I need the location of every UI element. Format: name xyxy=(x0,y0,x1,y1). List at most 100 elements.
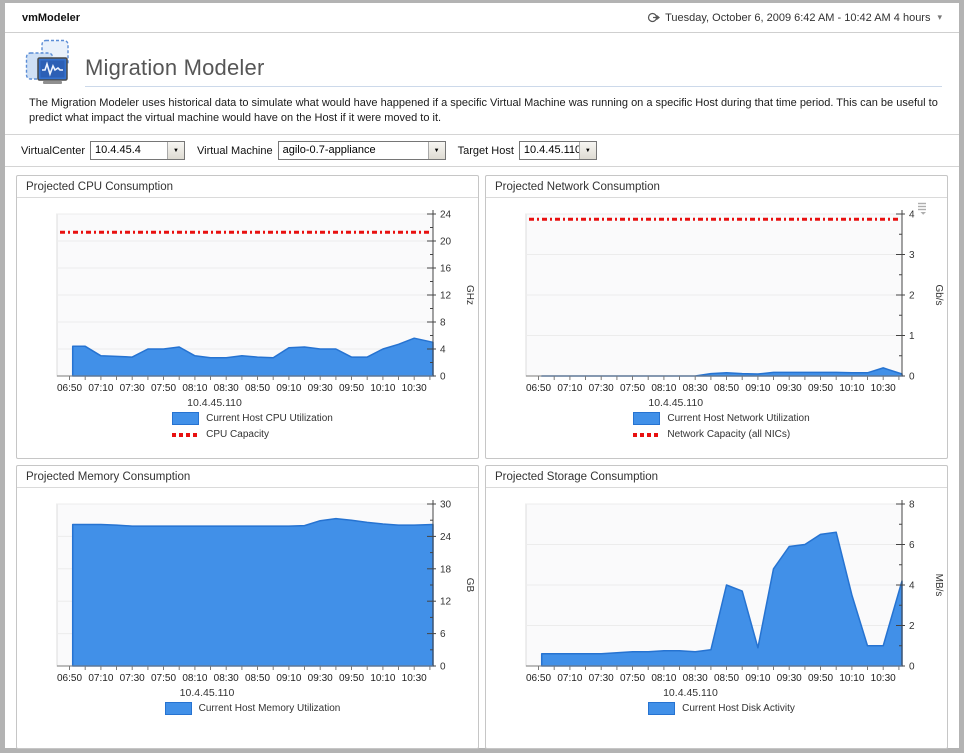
chevron-down-icon: ▾ xyxy=(937,12,942,22)
svg-text:08:30: 08:30 xyxy=(214,673,239,684)
capacity-swatch-icon xyxy=(633,432,662,437)
network-chart: 0 1 2 3 4 Gb/s 06:50 07:10 07:30 07:50 08:10 08:30 0… xyxy=(525,210,944,394)
svg-text:08:50: 08:50 xyxy=(714,383,739,394)
svg-text:10:10: 10:10 xyxy=(839,383,864,394)
page-title: Migration Modeler xyxy=(85,55,265,80)
legend-item-series: Current Host Network Utilization xyxy=(633,412,810,425)
svg-text:08:10: 08:10 xyxy=(182,383,207,394)
panel-body: 0 2 4 6 8 MB/s 06:50 07:10 07:30 07:50 08:10 08:30 0… xyxy=(486,488,947,715)
legend-item-capacity: Network Capacity (all NICs) xyxy=(633,429,809,440)
charts-grid: Projected CPU Consumption 0 4 8 12 16 20 24 GHz… xyxy=(16,175,948,749)
panel-body: 0 1 2 3 4 Gb/s 06:50 07:10 07:30 07:50 08:10 08:30 0… xyxy=(486,198,947,440)
legend-item-series: Current Host CPU Utilization xyxy=(172,412,333,425)
virtualcenter-select[interactable]: 10.4.45.4 ▼ xyxy=(90,141,185,160)
legend-item-series: Current Host Memory Utilization xyxy=(164,702,341,715)
cpu-legend: 10.4.45.110 Current Host CPU Utilization… xyxy=(172,397,333,440)
svg-text:08:30: 08:30 xyxy=(214,383,239,394)
svg-text:09:10: 09:10 xyxy=(745,673,770,684)
dropdown-caret-icon[interactable]: ▼ xyxy=(167,142,184,159)
target-host-select[interactable]: 10.4.45.110 ▼ xyxy=(518,141,597,160)
series-swatch-icon xyxy=(648,702,676,715)
svg-text:08:10: 08:10 xyxy=(182,673,207,684)
svg-text:2: 2 xyxy=(909,621,915,632)
svg-text:08:50: 08:50 xyxy=(245,673,270,684)
svg-text:4: 4 xyxy=(909,581,915,592)
svg-text:07:50: 07:50 xyxy=(151,673,176,684)
svg-text:18: 18 xyxy=(440,564,452,575)
virtual-machine-select[interactable]: agilo-0.7-appliance ▼ xyxy=(277,141,446,160)
svg-text:07:10: 07:10 xyxy=(88,673,113,684)
svg-text:08:30: 08:30 xyxy=(683,383,708,394)
virtualcenter-label: VirtualCenter xyxy=(21,144,85,157)
cpu-chart: 0 4 8 12 16 20 24 GHz 06:50 07:10 07:30 07:50 08:10 0… xyxy=(56,210,475,394)
time-range-icon xyxy=(647,12,661,23)
svg-text:10:10: 10:10 xyxy=(370,383,395,394)
virtualcenter-value: 10.4.45.4 xyxy=(95,144,141,156)
svg-text:08:10: 08:10 xyxy=(651,383,676,394)
svg-text:06:50: 06:50 xyxy=(526,383,551,394)
legend-host-label: 10.4.45.110 xyxy=(179,687,235,699)
svg-text:8: 8 xyxy=(440,318,446,329)
target-host-label: Target Host xyxy=(457,144,514,157)
svg-text:24: 24 xyxy=(440,210,452,221)
legend-series-label: Current Host Network Utilization xyxy=(667,413,810,424)
storage-chart: 0 2 4 6 8 MB/s 06:50 07:10 07:30 07:50 08:10 08:30 0… xyxy=(525,500,944,684)
svg-text:08:10: 08:10 xyxy=(651,673,676,684)
svg-text:09:30: 09:30 xyxy=(308,383,333,394)
svg-text:09:30: 09:30 xyxy=(777,673,802,684)
legend-item-series: Current Host Disk Activity xyxy=(648,702,795,715)
dropdown-caret-icon[interactable]: ▼ xyxy=(578,142,596,159)
svg-text:16: 16 xyxy=(440,264,452,275)
chart-menu-icon[interactable] xyxy=(915,201,929,215)
legend-item-capacity: CPU Capacity xyxy=(172,429,333,440)
panel-title: Projected Storage Consumption xyxy=(486,466,947,488)
svg-text:08:50: 08:50 xyxy=(714,673,739,684)
legend-host-label: 10.4.45.110 xyxy=(187,397,242,409)
svg-text:07:10: 07:10 xyxy=(557,673,582,684)
svg-text:10:30: 10:30 xyxy=(871,673,896,684)
svg-text:10:10: 10:10 xyxy=(839,673,864,684)
svg-text:09:50: 09:50 xyxy=(808,383,833,394)
svg-text:06:50: 06:50 xyxy=(57,673,82,684)
svg-text:0: 0 xyxy=(909,662,915,673)
svg-text:06:50: 06:50 xyxy=(57,383,82,394)
time-range-selector[interactable]: Tuesday, October 6, 2009 6:42 AM - 10:42… xyxy=(647,11,942,24)
svg-text:09:10: 09:10 xyxy=(276,673,301,684)
svg-text:6: 6 xyxy=(909,540,915,551)
svg-text:09:10: 09:10 xyxy=(276,383,301,394)
svg-text:07:30: 07:30 xyxy=(120,673,145,684)
legend-series-label: Current Host CPU Utilization xyxy=(206,413,333,424)
panel-title: Projected Network Consumption xyxy=(486,176,947,198)
memory-chart: 0 6 12 18 24 30 GB 06:50 07:10 07:30 07:50 08:10 08:… xyxy=(56,500,475,684)
capacity-swatch-icon xyxy=(172,432,201,437)
legend-host-label: 10.4.45.110 xyxy=(648,397,704,409)
legend-capacity-label: CPU Capacity xyxy=(206,429,269,440)
dropdown-caret-icon[interactable]: ▼ xyxy=(427,142,445,159)
svg-text:GB: GB xyxy=(464,578,475,593)
svg-text:07:50: 07:50 xyxy=(620,383,645,394)
virtual-machine-value: agilo-0.7-appliance xyxy=(282,144,376,156)
title-underline: Migration Modeler xyxy=(85,55,942,87)
svg-text:MB/s: MB/s xyxy=(933,574,944,597)
svg-text:10:10: 10:10 xyxy=(370,673,395,684)
svg-text:10:30: 10:30 xyxy=(402,673,427,684)
filter-bar: VirtualCenter 10.4.45.4 ▼ Virtual Machin… xyxy=(5,135,959,167)
svg-text:1: 1 xyxy=(909,331,915,342)
svg-text:20: 20 xyxy=(440,237,452,248)
panel-title: Projected Memory Consumption xyxy=(17,466,478,488)
svg-text:24: 24 xyxy=(440,532,452,543)
svg-text:09:30: 09:30 xyxy=(777,383,802,394)
target-host-value: 10.4.45.110 xyxy=(523,144,579,156)
legend-series-label: Current Host Memory Utilization xyxy=(198,703,341,714)
svg-text:07:30: 07:30 xyxy=(589,673,614,684)
virtual-machine-label: Virtual Machine xyxy=(197,144,273,157)
svg-text:3: 3 xyxy=(909,250,915,261)
app-title: vmModeler xyxy=(22,11,81,24)
svg-text:8: 8 xyxy=(909,500,915,511)
page-description: The Migration Modeler uses historical da… xyxy=(29,97,938,124)
svg-text:09:50: 09:50 xyxy=(339,673,364,684)
svg-text:Gb/s: Gb/s xyxy=(933,284,944,305)
svg-text:30: 30 xyxy=(440,500,452,511)
svg-text:08:30: 08:30 xyxy=(683,673,708,684)
svg-text:07:10: 07:10 xyxy=(88,383,113,394)
